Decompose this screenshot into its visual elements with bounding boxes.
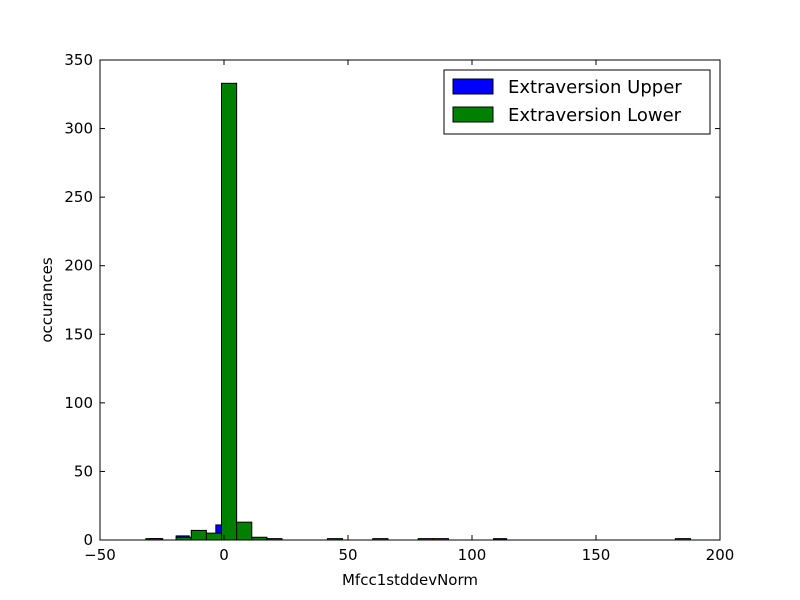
x-tick-label-3: 100 (458, 546, 487, 564)
y-tick-label-7: 350 (64, 51, 93, 69)
axes-frame (99, 59, 721, 541)
y-tick-label-2: 100 (64, 394, 93, 412)
legend-label-0: Extraversion Upper (508, 77, 682, 98)
series-1 (145, 82, 691, 541)
legend-swatch-1 (452, 106, 494, 123)
legend-swatch-0 (452, 78, 494, 95)
bar-series-1-bin-5 (221, 82, 238, 541)
y-tick-label-5: 250 (64, 188, 93, 206)
bar-series-1-bin-6 (236, 521, 253, 541)
x-tick-label-0: −50 (84, 546, 116, 564)
x-tick-label-5: 200 (706, 546, 735, 564)
plot-background (100, 60, 720, 540)
legend-label-1: Extraversion Lower (508, 105, 682, 126)
plot-area (100, 60, 720, 540)
y-tick-label-6: 300 (64, 120, 93, 138)
legend: Extraversion Upper Extraversion Lower (443, 69, 711, 135)
x-tick-label-1: 0 (219, 546, 229, 564)
bar-series-1-bin-4 (205, 532, 223, 541)
y-tick-label-4: 200 (64, 257, 93, 275)
y-tick-label-3: 150 (64, 325, 93, 343)
y-tick-label-0: 0 (83, 531, 93, 549)
x-tick-label-4: 150 (582, 546, 611, 564)
x-tick-label-2: 50 (338, 546, 357, 564)
x-axis-label: Mfcc1stddevNorm (342, 571, 478, 589)
y-tick-label-1: 50 (74, 462, 93, 480)
bar-series-1-bin-3 (190, 529, 207, 541)
y-axis-label: occurances (38, 257, 56, 343)
